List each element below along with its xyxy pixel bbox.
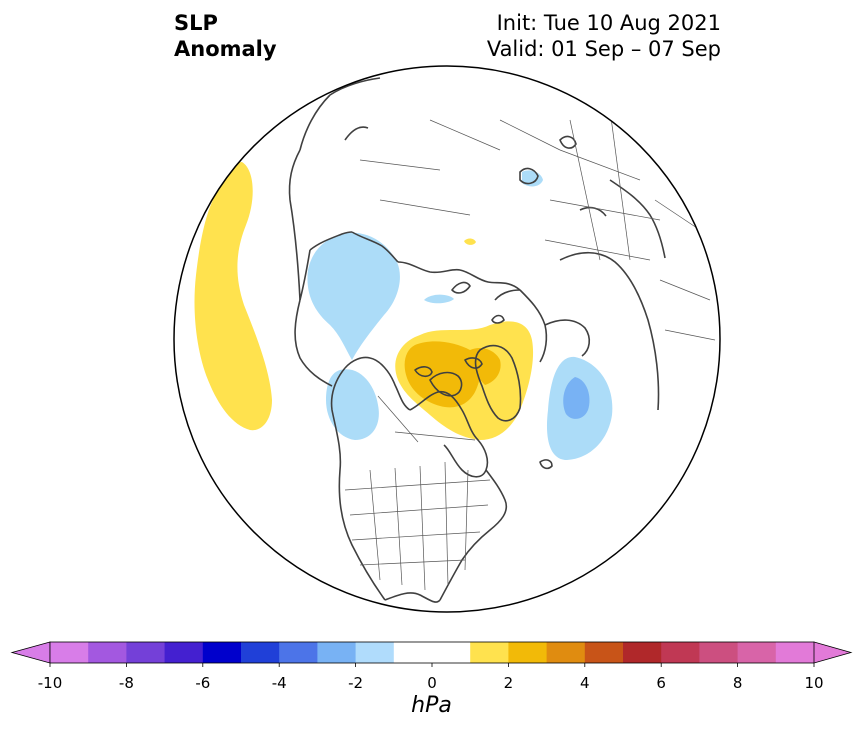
colorbar-segment xyxy=(775,642,815,663)
atlantic-negative-core xyxy=(563,377,590,419)
init-date: Init: Tue 10 Aug 2021 xyxy=(496,11,721,35)
colorbar-tick-label: 2 xyxy=(504,674,514,692)
pacific-positive-anomaly xyxy=(194,162,272,431)
map-boundary-circle xyxy=(173,65,721,613)
colorbar-tick-label: 4 xyxy=(580,674,590,692)
title-left: SLP Anomaly xyxy=(174,10,277,62)
colorbar-segment xyxy=(50,642,89,663)
colorbar-tick-label: -8 xyxy=(119,674,134,692)
colorbar-segment xyxy=(241,642,280,663)
title-anomaly: Anomaly xyxy=(174,37,277,61)
colorbar-segment xyxy=(126,642,166,663)
colorbar-segment xyxy=(393,642,433,663)
colorbar-segment xyxy=(699,642,739,663)
colorbar-segment xyxy=(737,642,777,663)
colorbar-segment xyxy=(661,642,700,663)
colorbar-under-arrow xyxy=(10,641,51,664)
colorbar-segment xyxy=(355,642,395,663)
colorbar-segment xyxy=(508,642,548,663)
colorbar-segment xyxy=(164,642,204,663)
political-borders xyxy=(344,109,716,591)
colorbar-tick-label: -2 xyxy=(348,674,363,692)
colorbar-segment xyxy=(88,642,127,663)
colorbar-segment xyxy=(623,642,662,663)
title-right: Init: Tue 10 Aug 2021 Valid: 01 Sep – 07… xyxy=(487,10,721,62)
colorbar-ticks: -10 -8 -6 -4 -2 0 2 4 6 8 10 xyxy=(38,663,824,692)
greenland-positive-core xyxy=(404,341,481,408)
anomaly-shading xyxy=(194,162,613,460)
valid-range: Valid: 01 Sep – 07 Sep xyxy=(486,37,721,61)
colorbar-segment xyxy=(584,642,624,663)
colorbar-tick-label: 0 xyxy=(427,674,437,692)
colorbar-segment xyxy=(546,642,586,663)
colorbar-tick-label: 10 xyxy=(804,674,823,692)
colorbar-segment xyxy=(432,642,471,663)
kara-positive-anomaly xyxy=(464,238,476,245)
polar-map xyxy=(174,66,720,612)
bering-negative-anomaly xyxy=(326,369,379,440)
title-variable: SLP xyxy=(174,11,218,35)
colorbar-tick-label: -4 xyxy=(272,674,287,692)
colorbar-over-arrow xyxy=(813,641,853,664)
colorbar-tick-label: 8 xyxy=(733,674,743,692)
colorbar-segment xyxy=(279,642,318,663)
colorbar-tick-label: -6 xyxy=(195,674,210,692)
colorbar-tick-label: 6 xyxy=(656,674,666,692)
coastlines xyxy=(288,77,666,603)
colorbar-segment xyxy=(317,642,357,663)
colorbar-segment xyxy=(470,642,509,663)
kara-negative-anomaly xyxy=(307,232,400,360)
colorbar-unit-label: hPa xyxy=(411,693,452,718)
colorbar-segment xyxy=(202,642,242,663)
colorbar-tick-label: -10 xyxy=(38,674,63,692)
colorbar xyxy=(10,641,853,664)
barents-negative-anomaly xyxy=(424,294,454,304)
